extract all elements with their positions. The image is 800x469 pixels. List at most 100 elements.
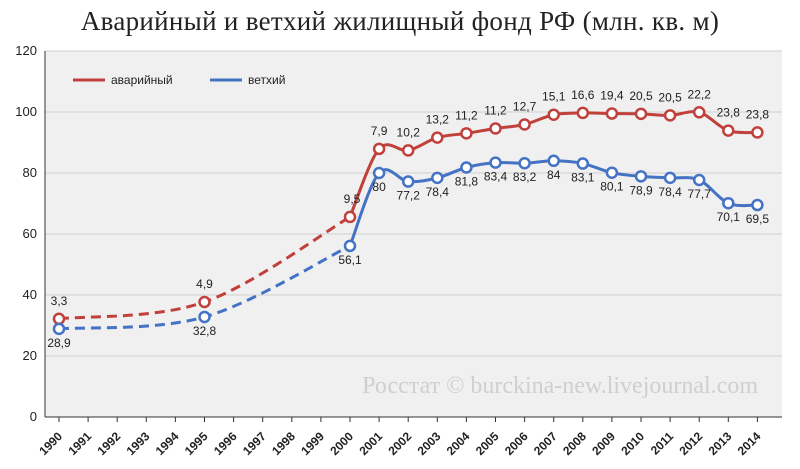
y-tick-label: 100 xyxy=(15,104,37,119)
x-tick-label: 2007 xyxy=(531,429,560,458)
data-point xyxy=(372,142,386,156)
data-label: 12,7 xyxy=(513,100,537,114)
data-point xyxy=(576,157,590,170)
x-tick-label: 1998 xyxy=(269,429,298,458)
x-tick-label: 2009 xyxy=(589,429,618,458)
data-label: 20,5 xyxy=(658,90,682,104)
series-layer: 3,3 4,9 9,5 7,9 10,2 13,2 11,2 11,2 12,7 15,1 16,6… xyxy=(47,87,769,350)
data-point xyxy=(431,131,444,144)
x-tick-label: 2001 xyxy=(356,429,385,458)
x-tick-label: 1990 xyxy=(36,429,65,458)
data-label: 78,4 xyxy=(658,185,682,199)
data-label: 80,1 xyxy=(600,180,624,194)
data-point xyxy=(663,171,677,185)
data-label: 28,9 xyxy=(47,336,71,350)
data-label: 83,1 xyxy=(571,171,595,185)
data-label: 81,8 xyxy=(455,175,479,189)
data-label: 69,5 xyxy=(746,212,770,226)
data-point xyxy=(401,144,415,157)
x-tick-label: 1991 xyxy=(65,429,94,458)
legend-label: аварийный xyxy=(111,73,173,87)
data-label: 10,2 xyxy=(397,125,421,139)
x-tick-label: 1996 xyxy=(211,429,240,458)
y-tick-label: 80 xyxy=(23,165,37,180)
data-label: 77,2 xyxy=(397,189,421,203)
data-label: 23,8 xyxy=(746,107,770,121)
data-label: 9,5 xyxy=(344,192,361,206)
data-point xyxy=(343,210,357,224)
data-point xyxy=(547,108,560,121)
data-label: 80 xyxy=(372,180,386,194)
data-point xyxy=(431,171,444,185)
legend-item-vetkhiy: ветхий xyxy=(210,73,285,87)
data-label: 11,2 xyxy=(484,103,507,117)
data-label: 84 xyxy=(547,168,561,182)
data-label: 20,5 xyxy=(629,89,653,103)
legend: аварийный ветхий xyxy=(73,73,285,87)
data-point xyxy=(722,124,735,137)
x-tick-label: 1995 xyxy=(182,429,211,458)
data-point xyxy=(518,118,531,131)
data-point xyxy=(372,166,386,180)
data-label: 15,1 xyxy=(542,90,566,104)
x-tick-label: 2011 xyxy=(648,429,677,458)
x-tick-label: 2006 xyxy=(502,429,531,458)
x-tick-label: 1994 xyxy=(153,429,182,458)
x-tick-label: 2014 xyxy=(735,429,764,458)
data-label: 56,1 xyxy=(338,253,362,267)
data-point xyxy=(751,198,764,212)
data-point xyxy=(634,170,648,183)
data-label: 32,8 xyxy=(193,324,217,338)
x-tick-label: 2013 xyxy=(706,429,735,458)
data-label: 7,9 xyxy=(371,124,388,138)
data-label: 78,9 xyxy=(629,183,653,197)
data-label: 23,8 xyxy=(717,106,741,120)
gridlines xyxy=(45,50,782,357)
series-avariyny: 3,3 4,9 9,5 7,9 10,2 13,2 11,2 11,2 12,7 15,1 16,6… xyxy=(51,87,770,326)
x-tick-label: 2004 xyxy=(444,429,473,458)
y-tick-label: 60 xyxy=(23,226,37,241)
series-vetkhiy: 28,9 32,8 56,1 80 77,2 78,4 81,8 83,4 83,2 84 83,1… xyxy=(47,154,770,350)
data-point xyxy=(751,126,764,139)
x-tick-label: 2010 xyxy=(618,429,647,458)
data-point xyxy=(198,295,211,309)
data-label: 4,9 xyxy=(196,277,213,291)
data-point xyxy=(460,127,473,140)
data-label: 70,1 xyxy=(717,210,741,224)
data-label: 3,3 xyxy=(51,294,68,308)
chart-title: Аварийный и ветхий жилищный фонд РФ (млн… xyxy=(80,6,720,36)
data-point xyxy=(198,310,211,324)
data-point xyxy=(52,312,66,326)
data-point xyxy=(692,106,706,119)
data-label: 83,4 xyxy=(484,170,508,184)
data-point xyxy=(460,161,473,174)
x-tick-label: 2005 xyxy=(473,429,502,458)
data-label: 83,2 xyxy=(513,170,537,184)
data-label: 22,2 xyxy=(688,87,712,101)
data-point xyxy=(663,109,677,122)
y-tick-label: 0 xyxy=(30,409,37,424)
data-label: 16,6 xyxy=(571,88,595,102)
watermark: Росстат © burckina-new.livejournal.com xyxy=(362,373,758,399)
x-tick-label: 1997 xyxy=(240,429,269,458)
data-point xyxy=(722,196,735,210)
data-point xyxy=(605,107,619,120)
data-label: 11,2 xyxy=(455,108,478,122)
x-tick-label: 1993 xyxy=(124,429,153,458)
x-tick-label: 2002 xyxy=(386,429,415,458)
x-tick-label: 1999 xyxy=(298,429,327,458)
data-point xyxy=(547,154,560,168)
x-tick-label: 2012 xyxy=(677,429,706,458)
data-point xyxy=(489,122,502,135)
x-tick-label: 2008 xyxy=(560,429,589,458)
data-label: 19,4 xyxy=(600,89,624,103)
y-tick-label: 40 xyxy=(23,287,37,302)
data-label: 78,4 xyxy=(426,185,450,199)
legend-item-avariyny: аварийный xyxy=(73,73,173,87)
data-point xyxy=(576,106,590,120)
data-point xyxy=(401,175,415,188)
data-point xyxy=(605,166,619,179)
y-tick-label: 120 xyxy=(15,43,37,58)
data-point xyxy=(52,322,66,336)
